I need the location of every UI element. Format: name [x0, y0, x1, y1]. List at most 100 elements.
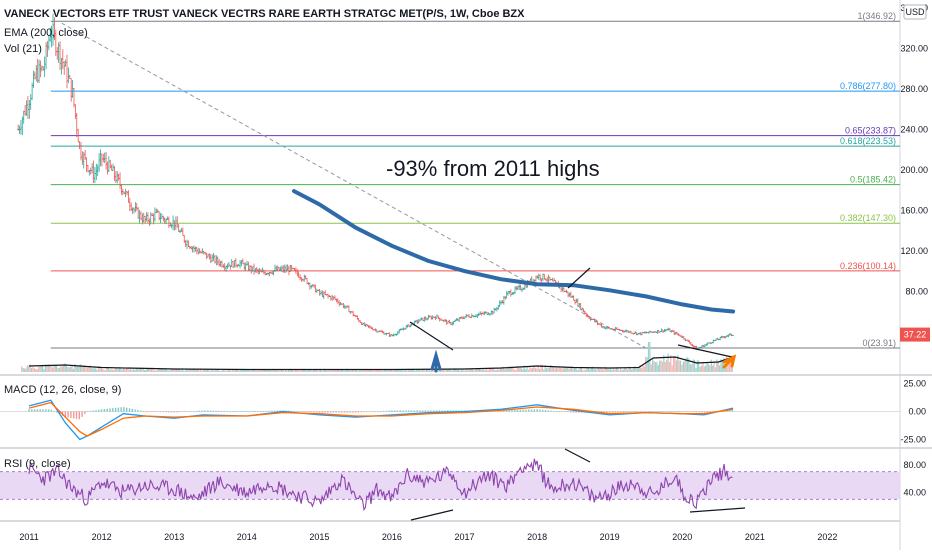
macd-histogram-bar — [452, 410, 455, 412]
volume-bar — [604, 366, 606, 372]
divergence-line[interactable] — [567, 267, 591, 289]
volume-bar — [559, 368, 562, 372]
macd-histogram-bar — [265, 410, 268, 412]
volume-bar — [647, 342, 650, 372]
ema-legend[interactable]: EMA (200, close) — [4, 27, 88, 39]
volume-bar — [693, 359, 696, 372]
volume-bar — [54, 365, 56, 372]
volume-bar — [622, 369, 624, 372]
volume-bar — [26, 365, 28, 372]
fib-retracement[interactable]: 1(346.92) 0.786(277.80) 0.65(233.87)0.618(… — [50, 11, 900, 349]
volume-bar — [576, 369, 578, 372]
macd-histogram-bar — [321, 411, 323, 413]
volume-bar — [30, 367, 33, 372]
volume-bar — [386, 370, 389, 372]
currency-badge[interactable] — [903, 4, 927, 20]
volume-bar — [571, 366, 573, 372]
volume-legend[interactable]: Vol (21) — [4, 43, 42, 55]
macd-histogram-bar — [273, 410, 276, 412]
volume-bar — [391, 368, 393, 372]
volume-bar — [534, 367, 537, 372]
macd-histogram-bar — [159, 411, 161, 413]
divergence-line[interactable] — [410, 509, 454, 521]
volume-bar — [427, 369, 429, 372]
divergence-line[interactable] — [409, 321, 454, 351]
macd-histogram-bar — [290, 410, 293, 412]
macd-histogram-bar — [684, 411, 686, 412]
macd-histogram-bar — [533, 409, 536, 412]
macd-histogram-bar — [173, 411, 175, 413]
volume-bar — [660, 360, 662, 372]
macd-histogram-bar — [170, 411, 173, 413]
macd-tick-label: 25.00 — [903, 379, 926, 389]
macd-histogram-bar — [234, 411, 237, 412]
volume-bar — [411, 368, 414, 372]
volume-bar — [727, 363, 729, 372]
macd-histogram-bar — [648, 411, 650, 412]
macd-histogram-bar — [64, 411, 67, 418]
rsi-legend[interactable]: RSI (9, close) — [4, 458, 71, 470]
macd-histogram-bar — [519, 409, 522, 412]
volume-bar — [206, 369, 209, 372]
divergence-annotations[interactable] — [409, 267, 746, 521]
volume-bar — [565, 367, 567, 372]
macd-histogram-bar — [575, 411, 577, 413]
volume-bar — [81, 365, 83, 372]
volume-bar — [252, 370, 255, 372]
macd-histogram-bar — [67, 411, 69, 418]
volume-bar — [526, 366, 528, 372]
macd-histogram-bar — [190, 411, 192, 412]
volume-bar — [470, 369, 472, 372]
volume-bar — [631, 369, 633, 372]
macd-histogram-bar — [430, 410, 432, 412]
macd-histogram-bar — [564, 411, 566, 412]
volume-bar — [703, 366, 705, 372]
volume-bar — [77, 366, 79, 372]
volume-bar — [635, 367, 637, 372]
volume-bar — [689, 364, 691, 372]
volume-bar — [93, 368, 95, 372]
macd-histogram-bar — [622, 411, 625, 413]
macd-histogram-bar — [285, 410, 287, 412]
time-tick-label: 2011 — [19, 532, 38, 542]
macd-histogram-bar — [639, 411, 642, 412]
fib-level-label: 1(346.92) — [857, 11, 896, 21]
divergence-line[interactable] — [677, 344, 733, 358]
volume-bar — [381, 370, 383, 372]
volume-bar — [130, 367, 132, 372]
volume-bar — [455, 368, 457, 372]
volume-bar — [487, 370, 489, 372]
volume-bar — [564, 366, 566, 372]
volume-bar — [506, 366, 509, 372]
divergence-line[interactable] — [564, 448, 591, 463]
volume-bar — [652, 358, 654, 372]
macd-histogram-bar — [620, 411, 622, 413]
macd-histogram-bar — [410, 410, 413, 412]
volume-bar — [350, 370, 352, 372]
divergence-line[interactable] — [689, 507, 746, 513]
volume-bar — [176, 369, 178, 372]
volume-bar — [250, 370, 252, 372]
macd-histogram-bar — [514, 409, 516, 412]
macd-histogram-bar — [578, 411, 580, 413]
volume-bar — [712, 365, 714, 372]
macd-legend[interactable]: MACD (12, 26, close, 9) — [4, 384, 121, 396]
volume-bar — [340, 369, 343, 372]
volume-bar — [88, 366, 90, 372]
macd-histogram-bar — [413, 410, 415, 412]
volume-bar — [121, 369, 123, 372]
volume-bar — [234, 369, 236, 372]
volume-bar — [667, 353, 669, 372]
volume-bar — [215, 368, 217, 372]
up-arrow-icon — [430, 349, 442, 373]
volume-bar — [668, 362, 671, 372]
volume-bar — [205, 368, 207, 372]
volume-bar — [458, 369, 460, 372]
volume-bar — [318, 370, 320, 372]
volume-bar — [716, 359, 718, 372]
volume-bar — [208, 368, 210, 372]
macd-histogram-bar — [617, 411, 619, 413]
volume-bar — [463, 370, 465, 372]
